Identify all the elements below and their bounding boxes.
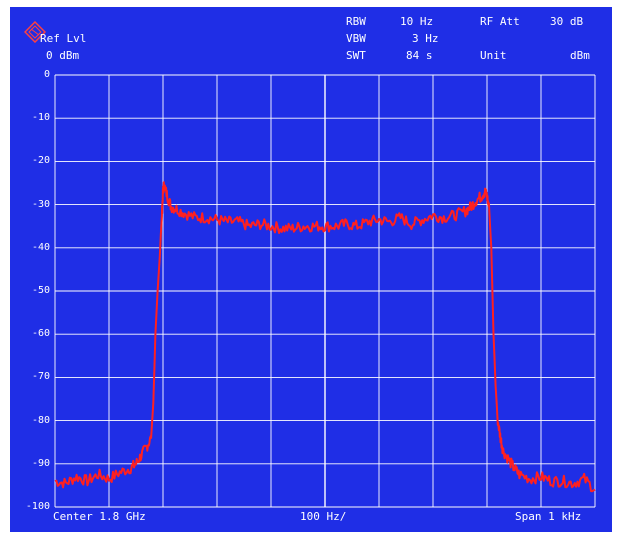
y-tick-label: -70 — [20, 372, 50, 382]
y-tick-label: -50 — [20, 286, 50, 296]
y-tick-label: -90 — [20, 459, 50, 469]
analyzer-screen: Ref Lvl 0 dBm RBW 10 Hz VBW 3 Hz SWT 84 … — [10, 7, 612, 532]
rbw-value: 10 Hz — [400, 16, 433, 28]
spectrum-svg — [55, 75, 595, 507]
span-value: Span 1 kHz — [515, 511, 581, 523]
y-tick-label: -10 — [20, 113, 50, 123]
y-tick-label: 0 — [20, 70, 50, 80]
ref-level-value: 0 dBm — [46, 50, 79, 62]
y-tick-label: -60 — [20, 329, 50, 339]
span-per-division: 100 Hz/ — [300, 511, 346, 523]
rf-att-label: RF Att — [480, 16, 520, 28]
swt-value: 84 s — [406, 50, 433, 62]
y-tick-label: -40 — [20, 243, 50, 253]
y-tick-label: -20 — [20, 156, 50, 166]
rbw-label: RBW — [346, 16, 366, 28]
spectrum-plot — [55, 75, 595, 507]
center-frequency: Center 1.8 GHz — [53, 511, 146, 523]
y-tick-label: -100 — [20, 502, 50, 512]
unit-value: dBm — [570, 50, 590, 62]
swt-label: SWT — [346, 50, 366, 62]
y-tick-label: -30 — [20, 200, 50, 210]
ref-level-label: Ref Lvl — [40, 33, 86, 45]
rf-att-value: 30 dB — [550, 16, 583, 28]
unit-label: Unit — [480, 50, 507, 62]
vbw-label: VBW — [346, 33, 366, 45]
y-tick-label: -80 — [20, 416, 50, 426]
vbw-value: 3 Hz — [412, 33, 439, 45]
